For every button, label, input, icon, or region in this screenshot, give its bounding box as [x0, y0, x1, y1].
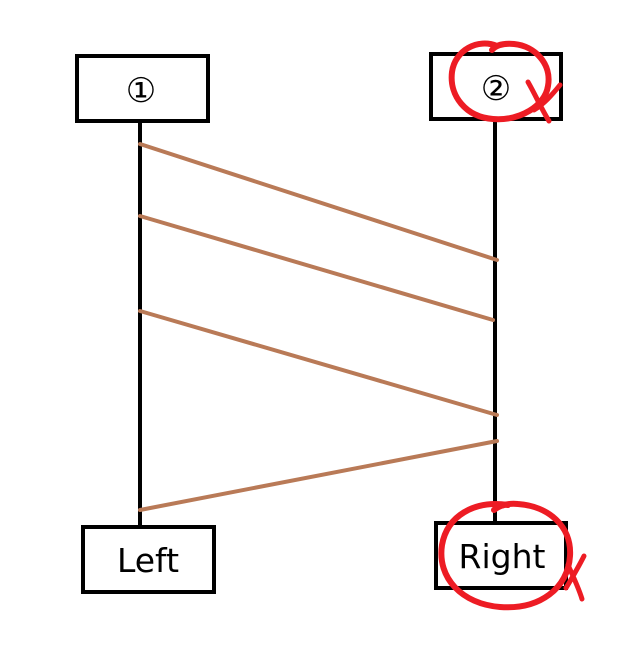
top-right-label: ② — [481, 69, 511, 109]
bottom-right-label: Right — [459, 537, 546, 576]
top-left-box — [75, 54, 210, 123]
red-tick-annotation-top — [525, 79, 563, 124]
connector-line — [138, 214, 495, 322]
red-tick-annotation-bottom — [563, 553, 587, 602]
connector-line — [138, 142, 499, 262]
connector-line — [138, 309, 499, 417]
bottom-right-box — [434, 521, 568, 590]
red-circle-annotation-top — [448, 40, 552, 123]
top-left-label: ① — [126, 71, 156, 111]
bottom-left-box — [81, 525, 216, 594]
connector-line — [138, 439, 499, 512]
red-circle-annotation-bottom — [438, 500, 574, 611]
bottom-left-label: Left — [117, 541, 179, 580]
connectors — [138, 142, 499, 512]
